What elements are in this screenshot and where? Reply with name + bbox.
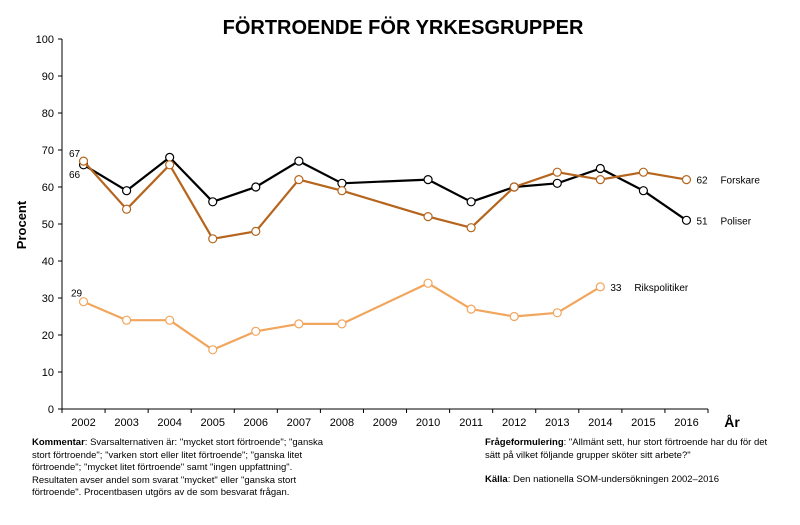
data-point-poliser <box>552 178 562 188</box>
series-label-rikspolitiker: Rikspolitiker <box>634 283 689 294</box>
comment-label: Kommentar <box>32 437 85 448</box>
data-point-forskare <box>509 182 519 192</box>
x-tick-label: 2008 <box>330 417 354 429</box>
data-point-poliser <box>681 215 692 225</box>
chart-title: FÖRTROENDE FÖR YRKESGRUPPER <box>223 16 584 39</box>
data-point-rikspolitiker <box>509 311 519 322</box>
y-tick-label: 60 <box>42 182 54 194</box>
series-line-forskare <box>82 160 687 240</box>
data-point-forskare <box>423 212 433 222</box>
x-tick-label: 2005 <box>200 417 224 429</box>
axes: 0 10 20 30 40 50 60 70 80 90 100 2002 2003 2004 2005 20… <box>36 34 709 429</box>
data-point-forskare <box>638 167 649 177</box>
data-point-rikspolitiker <box>552 308 562 318</box>
y-tick-label: 70 <box>42 145 54 157</box>
x-tick-label: 2002 <box>71 417 95 429</box>
series-rikspolitiker: 29 33 Rikspolitiker <box>71 278 689 355</box>
series-label-poliser: Poliser <box>720 216 751 227</box>
comment-note: Kommentar: Svarsalternativen är: "mycket… <box>32 437 332 500</box>
series-layer: 66 51 Poliser 67 62 Forskare 29 33 Rikspolitiker <box>69 149 760 355</box>
x-tick-label: 2004 <box>157 417 181 429</box>
data-point-forskare <box>208 234 218 244</box>
x-tick-label: 2013 <box>545 417 569 429</box>
data-point-poliser <box>638 186 649 196</box>
data-point-rikspolitiker <box>78 297 89 307</box>
x-tick-label: 2014 <box>588 417 612 429</box>
end-value-label-forskare: 62 <box>696 176 708 187</box>
x-tick-label: 2009 <box>373 417 397 429</box>
x-tick-label: 2007 <box>287 417 311 429</box>
start-value-label-forskare: 67 <box>69 149 81 160</box>
data-point-rikspolitiker <box>466 304 476 314</box>
data-point-forskare <box>681 175 692 185</box>
data-point-poliser <box>294 156 304 166</box>
data-point-forskare <box>466 223 476 233</box>
end-value-label-poliser: 51 <box>696 216 708 227</box>
data-point-poliser <box>165 152 175 162</box>
data-point-rikspolitiker <box>595 282 605 292</box>
data-point-forskare <box>337 186 347 196</box>
question-label: Frågeformulering <box>485 437 564 448</box>
end-value-label-rikspolitiker: 33 <box>610 283 622 294</box>
data-point-poliser <box>251 182 261 192</box>
y-tick-label: 90 <box>42 71 54 83</box>
data-point-poliser <box>121 186 132 196</box>
x-tick-label: 2006 <box>244 417 268 429</box>
data-point-forskare <box>251 226 261 236</box>
y-tick-label: 30 <box>42 293 54 305</box>
series-label-forskare: Forskare <box>720 176 760 187</box>
data-point-forskare <box>595 175 605 185</box>
data-point-poliser <box>208 197 218 207</box>
x-tick-label: 2015 <box>631 417 655 429</box>
series-line-poliser <box>82 156 688 222</box>
data-point-rikspolitiker <box>208 345 218 355</box>
comment-text: : Svarsalternativen är: "mycket stort fö… <box>32 437 324 498</box>
y-tick-label: 10 <box>42 367 54 379</box>
start-value-label-rikspolitiker: 29 <box>71 289 83 300</box>
y-tick-label: 40 <box>42 256 54 268</box>
question-note: Frågeformulering: "Allmänt sett, hur sto… <box>485 437 785 462</box>
x-tick-label: 2010 <box>416 417 440 429</box>
x-tick-label: 2003 <box>114 417 138 429</box>
data-point-rikspolitiker <box>165 315 175 325</box>
x-axis-label: År <box>724 414 740 430</box>
question-text: : "Allmänt sett, hur stort förtroende ha… <box>485 437 768 461</box>
y-tick-label: 50 <box>42 219 54 231</box>
data-point-rikspolitiker <box>337 319 347 329</box>
data-point-rikspolitiker <box>294 319 304 329</box>
data-point-forskare <box>121 204 132 214</box>
data-point-poliser <box>595 163 605 174</box>
y-tick-label: 80 <box>42 108 54 120</box>
x-tick-label: 2012 <box>502 417 526 429</box>
data-point-poliser <box>423 175 433 185</box>
source-label: Källa <box>485 474 508 485</box>
data-point-forskare <box>552 167 562 177</box>
data-point-forskare <box>78 156 89 166</box>
x-tick-label: 2016 <box>674 417 698 429</box>
y-tick-label: 20 <box>42 330 54 342</box>
data-point-rikspolitiker <box>121 315 132 325</box>
y-axis-label: Procent <box>14 200 29 249</box>
y-tick-label: 0 <box>48 404 54 416</box>
source-note: Källa: Den nationella SOM-undersökningen… <box>485 474 785 487</box>
data-point-forskare <box>294 175 304 185</box>
data-point-forskare <box>165 160 175 170</box>
data-point-rikspolitiker <box>423 278 433 288</box>
series-forskare: 67 62 Forskare <box>69 149 760 244</box>
data-point-rikspolitiker <box>251 326 261 336</box>
y-tick-label: 100 <box>36 34 54 46</box>
data-point-poliser <box>466 197 476 207</box>
start-value-label-poliser: 66 <box>69 170 81 181</box>
source-text: : Den nationella SOM-undersökningen 2002… <box>507 474 719 485</box>
x-tick-label: 2011 <box>459 417 483 429</box>
series-line-rikspolitiker <box>83 282 601 351</box>
